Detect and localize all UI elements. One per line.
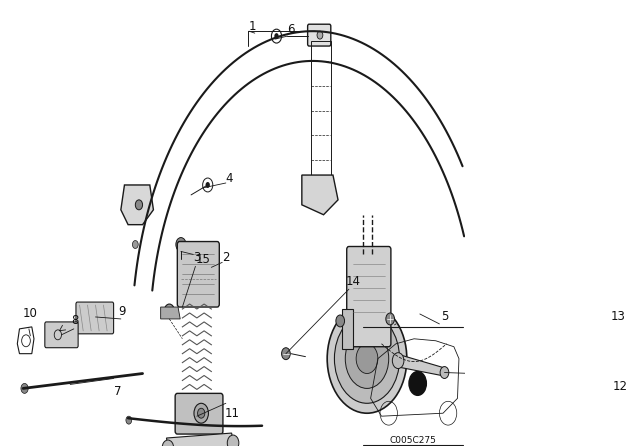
FancyBboxPatch shape bbox=[177, 241, 220, 307]
Polygon shape bbox=[161, 307, 180, 319]
Circle shape bbox=[135, 200, 143, 210]
Circle shape bbox=[194, 403, 209, 423]
Polygon shape bbox=[342, 309, 353, 349]
Polygon shape bbox=[121, 185, 154, 224]
Text: 10: 10 bbox=[23, 307, 38, 320]
Circle shape bbox=[227, 435, 239, 448]
Circle shape bbox=[317, 31, 323, 39]
Text: 2: 2 bbox=[222, 251, 230, 264]
Text: 11: 11 bbox=[225, 407, 239, 420]
Circle shape bbox=[440, 366, 449, 379]
Circle shape bbox=[162, 440, 173, 448]
Text: 5: 5 bbox=[441, 310, 448, 323]
Text: 9: 9 bbox=[118, 306, 126, 319]
Circle shape bbox=[386, 313, 394, 325]
FancyBboxPatch shape bbox=[45, 322, 78, 348]
Polygon shape bbox=[396, 353, 447, 376]
Text: 1: 1 bbox=[249, 20, 257, 33]
Circle shape bbox=[132, 241, 138, 249]
Circle shape bbox=[327, 304, 407, 413]
Circle shape bbox=[409, 371, 426, 395]
Circle shape bbox=[356, 344, 378, 374]
Circle shape bbox=[198, 408, 205, 418]
Text: 8: 8 bbox=[72, 314, 79, 327]
Circle shape bbox=[176, 237, 186, 251]
FancyBboxPatch shape bbox=[308, 24, 331, 46]
Circle shape bbox=[205, 182, 210, 188]
Text: 7: 7 bbox=[114, 385, 121, 398]
Text: 14: 14 bbox=[345, 275, 360, 288]
Text: 3: 3 bbox=[193, 251, 200, 264]
Text: 12: 12 bbox=[613, 380, 628, 393]
Circle shape bbox=[21, 383, 28, 393]
Circle shape bbox=[345, 329, 388, 388]
Circle shape bbox=[282, 348, 291, 360]
Circle shape bbox=[275, 33, 278, 39]
Text: 15: 15 bbox=[195, 253, 211, 266]
Text: 6: 6 bbox=[287, 23, 295, 36]
Circle shape bbox=[335, 314, 399, 403]
FancyBboxPatch shape bbox=[76, 302, 114, 334]
Polygon shape bbox=[302, 175, 338, 215]
Circle shape bbox=[164, 304, 175, 318]
Circle shape bbox=[126, 416, 132, 424]
Text: 13: 13 bbox=[611, 310, 626, 323]
FancyBboxPatch shape bbox=[175, 393, 223, 434]
Polygon shape bbox=[166, 433, 236, 448]
Circle shape bbox=[336, 315, 344, 327]
Text: C005C275: C005C275 bbox=[390, 436, 436, 445]
FancyBboxPatch shape bbox=[347, 246, 391, 347]
Circle shape bbox=[392, 353, 404, 369]
Text: 4: 4 bbox=[226, 172, 234, 185]
